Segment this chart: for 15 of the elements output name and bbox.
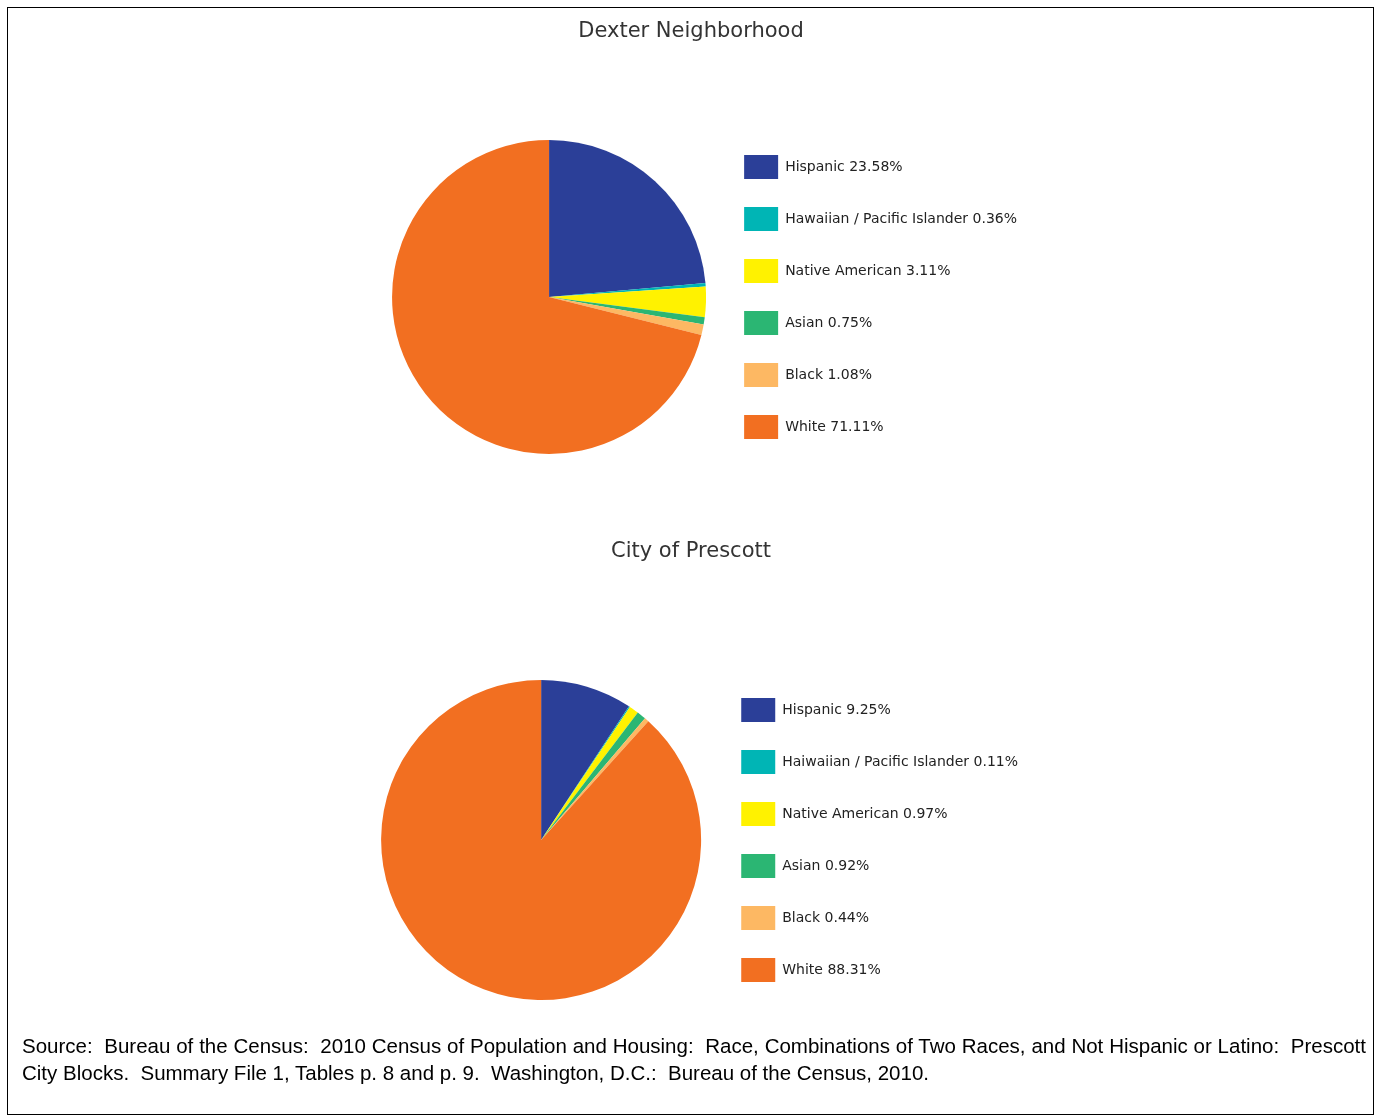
legend-label: Hispanic 23.58%: [785, 157, 903, 174]
legend-label: White 71.11%: [785, 417, 884, 434]
legend-label: Hispanic 9.25%: [782, 700, 891, 717]
chart-title: Dexter Neighborhood: [577, 18, 805, 42]
legend-label: Asian 0.75%: [785, 313, 873, 330]
legend-label: Asian 0.92%: [782, 856, 870, 873]
legend-label: Hawaiian / Pacific Islander 0.36%: [785, 209, 1017, 226]
legend-label: Native American 3.11%: [785, 261, 951, 278]
legend-label: White 88.31%: [782, 960, 881, 977]
legend-label: Black 1.08%: [785, 365, 872, 382]
legend-label: Haiwaiian / Pacific Islander 0.11%: [782, 752, 1018, 769]
source-note: Source: Bureau of the Census: 2010 Census of Population and Housing: Race, Combinations of Two Races, and Not Hispanic or Latino: Prescott City Blocks. Summary File 1, Tables p. 8 and p. 9. Washington, D.C.: Bureau of the Census, 2010.: [22, 1033, 1366, 1086]
legend-label: Black 0.44%: [782, 908, 870, 925]
chart-title: City of Prescott: [610, 538, 772, 562]
legend-label: Native American 0.97%: [782, 804, 948, 821]
